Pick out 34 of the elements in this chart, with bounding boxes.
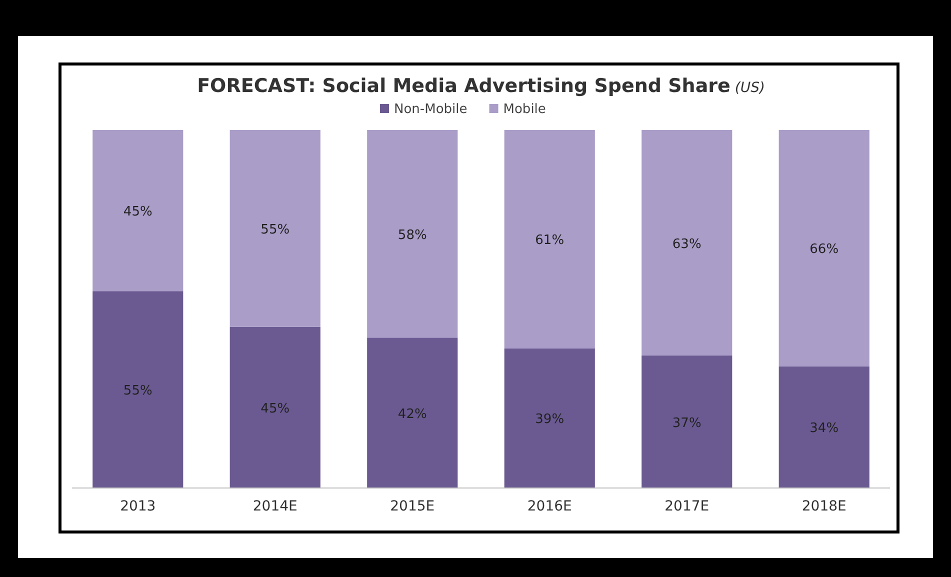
bar: [367, 130, 458, 338]
bar: [92, 291, 184, 488]
x-tick-label: 2016E: [527, 498, 572, 515]
data-label: 55%: [123, 384, 152, 399]
bar: [778, 130, 870, 366]
bar: [504, 130, 595, 348]
bar: [230, 326, 320, 488]
bar: [778, 366, 870, 488]
x-tick-label: 2017E: [664, 498, 710, 515]
data-label: 34%: [810, 421, 839, 436]
data-label: 55%: [260, 222, 290, 238]
bar: [504, 348, 595, 488]
bar: [92, 130, 184, 292]
x-tick-label: 2015E: [390, 498, 435, 515]
data-label: 42%: [398, 406, 427, 422]
data-label: 61%: [535, 233, 564, 248]
bar: [642, 130, 732, 356]
bar: [367, 338, 458, 488]
bar: [230, 130, 320, 327]
legend-label: Mobile: [503, 102, 546, 117]
legend-label: Non-Mobile: [394, 102, 468, 117]
data-label: 37%: [672, 416, 702, 431]
x-tick-label: 2018E: [802, 498, 846, 515]
x-tick-label: 2014E: [252, 498, 298, 515]
data-label: 45%: [260, 401, 290, 416]
bar: [642, 356, 732, 488]
chart-subtitle: (US): [730, 80, 765, 96]
data-label: 63%: [672, 236, 702, 252]
data-label: 66%: [810, 242, 839, 258]
data-label: 45%: [123, 204, 152, 220]
x-tick-label: 2013: [120, 498, 156, 515]
chart-title: FORECAST: Social Media Advertising Spend Share: [197, 75, 730, 97]
data-label: 58%: [398, 228, 427, 243]
data-label: 39%: [535, 412, 564, 428]
